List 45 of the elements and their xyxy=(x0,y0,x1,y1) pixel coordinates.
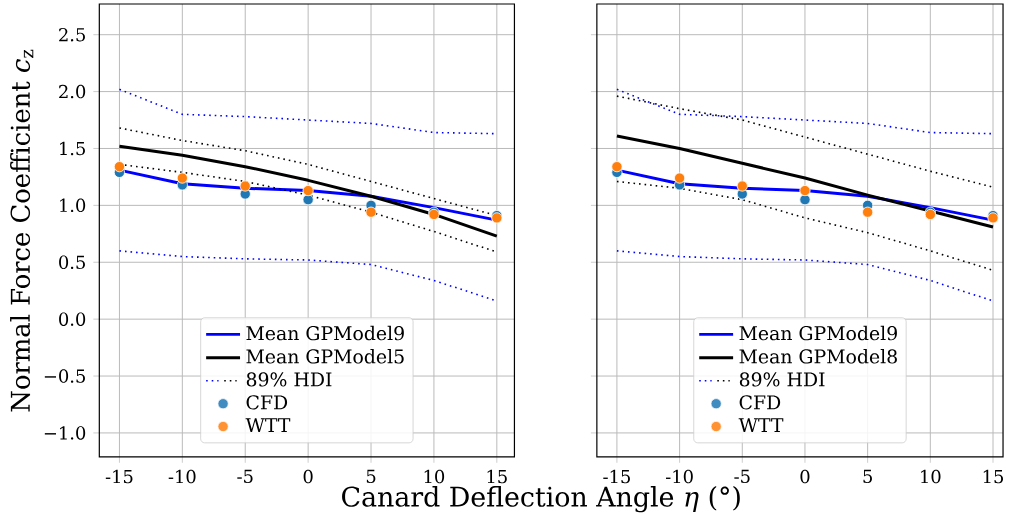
legend-label: 89% HDI xyxy=(246,372,332,387)
x-tick-label: -10 xyxy=(168,469,196,484)
y-tick-label: 2.0 xyxy=(59,84,86,99)
x-tick-label: -15 xyxy=(603,469,630,484)
x-tick-label: 5 xyxy=(863,469,872,483)
x-tick-label: 10 xyxy=(921,469,941,484)
legend-label: CFD xyxy=(739,395,781,410)
legend-label: Mean GPModel9 xyxy=(739,325,897,341)
legend-label: Mean GPModel5 xyxy=(246,348,404,364)
y-tick-label: 1.0 xyxy=(60,198,86,212)
point xyxy=(113,160,126,173)
y-tick-label: 0.5 xyxy=(59,255,85,269)
point xyxy=(365,206,377,218)
point xyxy=(674,172,686,184)
point xyxy=(302,184,314,196)
legend-label: CFD xyxy=(246,395,288,410)
x-tick-label: -10 xyxy=(665,469,693,484)
x-axis-title: Canard Deflection Angle η (°) xyxy=(342,485,740,513)
y-tick-label: 1.5 xyxy=(60,141,85,156)
point xyxy=(239,180,251,192)
legend-label: WTT xyxy=(245,417,291,432)
legend-label: Mean GPModel9 xyxy=(246,325,404,341)
legend-label: WTT xyxy=(738,417,784,432)
point xyxy=(799,184,811,196)
y-tick-label: −0.5 xyxy=(44,369,85,383)
legend-label: 89% HDI xyxy=(739,372,825,387)
y-axis-title: Normal Force Coefficient c$_{z}$ xyxy=(10,49,34,412)
x-tick-label: 5 xyxy=(366,469,376,483)
y-tick-label: 2.5 xyxy=(59,27,85,42)
line-series xyxy=(117,144,499,238)
x-tick-label: 10 xyxy=(424,469,445,484)
x-tick-label: -5 xyxy=(734,469,750,483)
point xyxy=(736,180,748,192)
point xyxy=(611,160,623,173)
x-tick-label: -5 xyxy=(237,469,253,483)
legend-label: Mean GPModel8 xyxy=(739,348,897,364)
x-tick-label: 15 xyxy=(487,469,507,484)
y-tick-label: 0.0 xyxy=(59,312,86,326)
y-tick-label: −1.0 xyxy=(44,425,86,440)
x-tick-label: -15 xyxy=(105,469,133,484)
x-tick-label: 0 xyxy=(800,469,810,484)
x-tick-label: 0 xyxy=(303,469,313,484)
x-tick-label: 15 xyxy=(983,469,1003,484)
point xyxy=(176,172,188,184)
point xyxy=(862,206,874,218)
